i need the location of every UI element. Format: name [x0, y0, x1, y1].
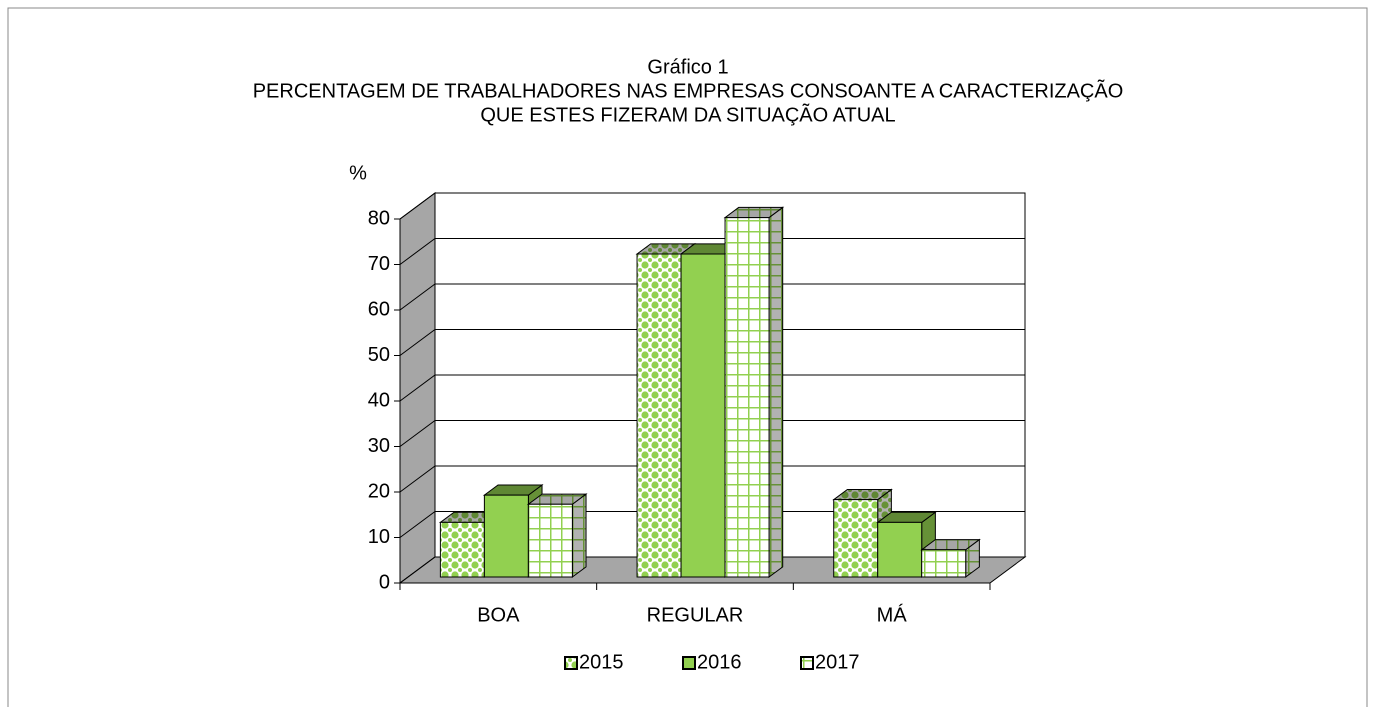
bar-top-shade: [637, 243, 695, 254]
bar-side-shade: [572, 494, 587, 578]
bar: [439, 521, 485, 578]
y-tick-label: 20: [368, 480, 390, 502]
x-tick-label: REGULAR: [647, 604, 744, 626]
bar: [680, 253, 726, 578]
y-tick-label: 80: [368, 207, 390, 229]
y-tick-label: 30: [368, 435, 390, 457]
bar: [636, 253, 682, 578]
y-tick-label: 60: [368, 298, 390, 320]
bar-top-shade: [681, 243, 739, 254]
bar-top-shade: [833, 489, 892, 500]
frame: [7, 7, 1368, 707]
grid-line: [399, 511, 1025, 538]
bar-top-shade: [528, 494, 587, 505]
y-tick-label: 70: [368, 253, 390, 275]
y-tick-label: 40: [368, 389, 390, 411]
legend-swatch: [800, 656, 814, 670]
bar: [724, 217, 770, 578]
bar: [527, 503, 573, 578]
grid-line: [399, 192, 1025, 220]
y-axis-label: %: [349, 162, 367, 184]
bar-side-shade: [965, 539, 980, 578]
bar-top-shade: [725, 207, 783, 218]
grid-line: [399, 283, 1025, 311]
grid-line: [399, 420, 1025, 447]
legend-swatch: [564, 656, 578, 670]
legend-label: 2016: [697, 651, 742, 673]
chart-title: Gráfico 1: [647, 56, 728, 78]
grid-line: [399, 465, 1025, 493]
bar-top-shade: [484, 484, 543, 496]
y-tick-label: 50: [368, 344, 390, 366]
grid-line: [399, 238, 1025, 265]
grid-line: [399, 329, 1025, 356]
legend-label: 2015: [579, 651, 624, 673]
legend-swatch: [682, 656, 696, 670]
x-tick-label: MÁ: [877, 603, 908, 626]
chart-subtitle: PERCENTAGEM DE TRABALHADORES NAS EMPRESA…: [253, 78, 1124, 102]
x-tick-label: BOA: [477, 604, 520, 626]
grid-line: [399, 556, 1025, 584]
bar-side-shade: [769, 207, 783, 578]
bar: [833, 499, 879, 578]
y-tick-label: 0: [379, 571, 390, 593]
y-tick-label: 10: [368, 526, 390, 548]
grid-line: [399, 374, 1025, 402]
bar-top-shade: [921, 539, 980, 550]
bar-top-shade: [877, 512, 936, 523]
bar-top-shade: [440, 512, 499, 523]
bar: [921, 549, 967, 578]
chart-subtitle: QUE ESTES FIZERAM DA SITUAÇÃO ATUAL: [480, 102, 895, 126]
bar: [483, 494, 529, 578]
legend-label: 2017: [815, 651, 860, 673]
bar: [877, 521, 923, 578]
